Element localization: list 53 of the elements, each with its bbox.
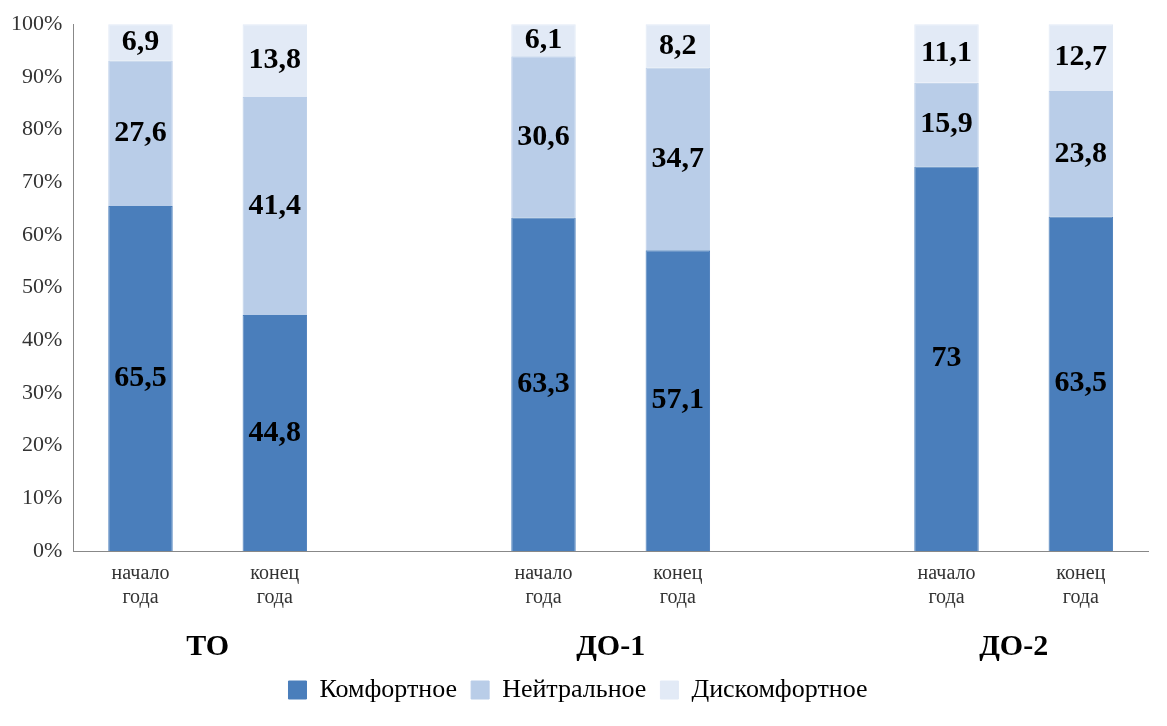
text: ДО-2 <box>979 628 1049 661</box>
data-label: 12,7 <box>1054 38 1108 72</box>
bar <box>511 217 576 551</box>
data-label: 63,3 <box>517 365 570 399</box>
data-label: 6,1 <box>524 21 563 55</box>
x-tick-label: начало года <box>917 561 976 609</box>
data-label: 15,9 <box>920 105 973 139</box>
bar <box>1048 91 1114 217</box>
bar <box>645 250 711 551</box>
bar <box>242 314 308 551</box>
bar <box>645 67 711 251</box>
legend-label: Нейтральное <box>502 673 647 703</box>
x-tick-label: конец года <box>250 561 300 609</box>
y-tick-label: 50% <box>22 273 63 299</box>
text: ТО <box>186 628 230 661</box>
x-tick-label: конец года <box>1056 561 1106 609</box>
data-label: 44,8 <box>248 413 302 447</box>
data-label: 27,6 <box>114 114 167 147</box>
data-label: 34,7 <box>651 139 705 173</box>
bar <box>108 205 173 551</box>
y-tick-label: 30% <box>22 378 63 404</box>
y-tick-label: 100% <box>11 9 63 35</box>
legend-label: Дискомфортное <box>691 673 868 703</box>
text: ДО-1 <box>576 628 646 661</box>
data-label: 41,4 <box>248 186 302 220</box>
bar <box>1048 216 1114 551</box>
x-tick-label: начало года <box>514 561 573 609</box>
data-label: 73 <box>931 339 962 373</box>
legend-label: Комфортное <box>319 673 458 703</box>
data-label: 23,8 <box>1054 134 1108 168</box>
data-label: 8,2 <box>659 26 697 60</box>
bar <box>914 82 979 167</box>
x-tick-label: конец года <box>653 561 703 609</box>
y-tick-label: 20% <box>22 431 63 457</box>
x-tick-label: начало года <box>111 561 170 609</box>
y-tick-label: 40% <box>22 326 63 352</box>
bar <box>914 166 979 551</box>
data-label: 6,9 <box>121 23 160 57</box>
data-label: 13,8 <box>248 41 302 75</box>
data-label: 30,6 <box>517 117 570 151</box>
y-tick-label: 80% <box>22 115 63 141</box>
bar <box>511 56 576 218</box>
y-tick-label: 70% <box>22 168 63 194</box>
bar <box>108 60 173 206</box>
data-label: 65,5 <box>114 359 167 393</box>
data-label: 11,1 <box>921 34 972 68</box>
y-tick-label: 90% <box>22 62 63 88</box>
y-tick-label: 10% <box>22 484 63 510</box>
data-label: 57,1 <box>651 381 705 415</box>
y-tick-label: 0% <box>33 536 63 562</box>
bar <box>242 96 308 315</box>
data-label: 63,5 <box>1054 364 1108 398</box>
y-tick-label: 60% <box>22 220 63 246</box>
